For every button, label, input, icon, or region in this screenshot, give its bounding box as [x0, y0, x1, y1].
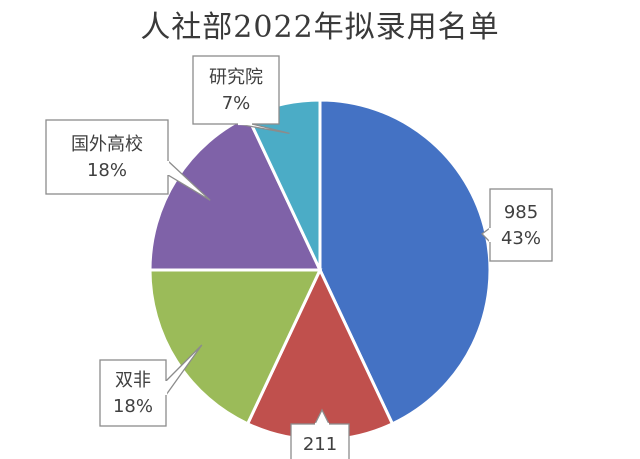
pie-slice-2 — [148, 268, 323, 426]
callout-box — [45, 119, 169, 195]
slice-percent-label: 43% — [501, 228, 541, 249]
chart-title: 人社部2022年拟录用名单 — [140, 10, 500, 45]
slice-percent-label: 7% — [222, 93, 251, 114]
callout-4: 研究院 7% — [192, 55, 290, 135]
slice-name-label: 双非 — [115, 370, 151, 391]
slice-name-label: 国外高校 — [71, 134, 143, 155]
callout-box — [99, 359, 167, 427]
callout-1: 211 — [290, 408, 350, 459]
pie-slices — [148, 98, 492, 442]
slice-name-label: 985 — [504, 202, 538, 223]
callout-box — [192, 55, 280, 125]
callout-3: 国外高校 18% — [45, 119, 211, 201]
slice-name-label: 研究院 — [209, 67, 263, 88]
slice-name-label: 211 — [303, 434, 337, 455]
callout-box — [489, 188, 553, 262]
slice-percent-label: 18% — [113, 396, 153, 417]
callout-2: 双非 18% — [99, 344, 203, 427]
slice-percent-label: 18% — [87, 160, 127, 181]
